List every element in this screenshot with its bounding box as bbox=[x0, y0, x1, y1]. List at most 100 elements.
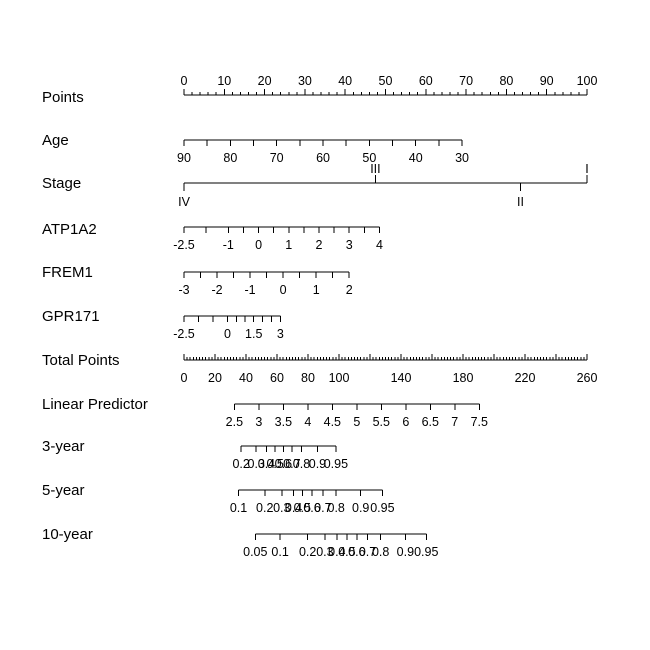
tick-label-points: 60 bbox=[419, 74, 433, 88]
level-label-stage: I bbox=[585, 162, 588, 176]
tick-label-frem1: 0 bbox=[280, 283, 287, 297]
tick-label-linear-predictor: 4 bbox=[304, 415, 311, 429]
tick-label-total-points: 180 bbox=[453, 371, 474, 385]
tick-label-3-year: 0.6 bbox=[275, 457, 292, 471]
row-label-stage: Stage bbox=[42, 175, 81, 192]
tick-label-5-year: 0.9 bbox=[352, 501, 369, 515]
tick-label-10-year: 0.4 bbox=[328, 545, 345, 559]
tick-label-total-points: 20 bbox=[208, 371, 222, 385]
row-label-linear-predictor: Linear Predictor bbox=[42, 396, 148, 413]
tick-label-linear-predictor: 6 bbox=[402, 415, 409, 429]
tick-label-points: 50 bbox=[379, 74, 393, 88]
tick-label-linear-predictor: 7 bbox=[451, 415, 458, 429]
tick-label-gpr171: 0 bbox=[224, 327, 231, 341]
tick-label-5-year: 0.6 bbox=[303, 501, 320, 515]
tick-label-points: 40 bbox=[338, 74, 352, 88]
tick-label-3-year: 0.5 bbox=[266, 457, 283, 471]
tick-label-frem1: -1 bbox=[245, 283, 256, 297]
level-label-stage: III bbox=[370, 162, 380, 176]
tick-label-points: 10 bbox=[217, 74, 231, 88]
tick-label-linear-predictor: 6.5 bbox=[422, 415, 439, 429]
tick-label-atp1a2: 4 bbox=[376, 238, 383, 252]
tick-label-atp1a2: 0 bbox=[255, 238, 262, 252]
tick-label-3-year: 0.7 bbox=[283, 457, 300, 471]
tick-label-total-points: 220 bbox=[515, 371, 536, 385]
tick-label-atp1a2: 2 bbox=[316, 238, 323, 252]
tick-label-linear-predictor: 3 bbox=[255, 415, 262, 429]
tick-label-3-year: 0.8 bbox=[293, 457, 310, 471]
tick-label-linear-predictor: 7.5 bbox=[471, 415, 488, 429]
tick-label-3-year: 0.9 bbox=[309, 457, 326, 471]
tick-label-10-year: 0.9 bbox=[397, 545, 414, 559]
tick-label-10-year: 0.95 bbox=[414, 545, 438, 559]
tick-label-points: 20 bbox=[258, 74, 272, 88]
tick-label-frem1: 1 bbox=[313, 283, 320, 297]
tick-label-points: 0 bbox=[181, 74, 188, 88]
row-label-gpr171: GPR171 bbox=[42, 308, 100, 325]
tick-label-linear-predictor: 5.5 bbox=[373, 415, 390, 429]
tick-label-gpr171: 1.5 bbox=[245, 327, 262, 341]
tick-label-3-year: 0.4 bbox=[258, 457, 275, 471]
tick-label-10-year: 0.7 bbox=[359, 545, 376, 559]
row-label-5-year: 5-year bbox=[42, 482, 85, 499]
row-label-frem1: FREM1 bbox=[42, 264, 93, 281]
row-label-3-year: 3-year bbox=[42, 438, 85, 455]
tick-label-gpr171: 3 bbox=[277, 327, 284, 341]
tick-label-age: 90 bbox=[177, 151, 191, 165]
tick-label-10-year: 0.05 bbox=[243, 545, 267, 559]
tick-label-atp1a2: 1 bbox=[285, 238, 292, 252]
tick-label-age: 70 bbox=[270, 151, 284, 165]
tick-label-age: 40 bbox=[409, 151, 423, 165]
tick-label-3-year: 0.2 bbox=[232, 457, 249, 471]
row-label-total-points: Total Points bbox=[42, 352, 120, 369]
level-label-stage: IV bbox=[178, 195, 190, 209]
tick-label-total-points: 100 bbox=[329, 371, 350, 385]
row-label-points: Points bbox=[42, 89, 84, 106]
row-label-age: Age bbox=[42, 132, 69, 149]
tick-label-5-year: 0.3 bbox=[273, 501, 290, 515]
tick-label-10-year: 0.6 bbox=[348, 545, 365, 559]
tick-label-10-year: 0.8 bbox=[372, 545, 389, 559]
tick-label-linear-predictor: 4.5 bbox=[324, 415, 341, 429]
tick-label-5-year: 0.2 bbox=[256, 501, 273, 515]
tick-label-points: 30 bbox=[298, 74, 312, 88]
tick-label-atp1a2: -2.5 bbox=[173, 238, 195, 252]
tick-label-total-points: 260 bbox=[577, 371, 598, 385]
tick-label-linear-predictor: 5 bbox=[353, 415, 360, 429]
tick-label-points: 70 bbox=[459, 74, 473, 88]
tick-label-age: 30 bbox=[455, 151, 469, 165]
tick-label-points: 100 bbox=[577, 74, 598, 88]
tick-label-total-points: 60 bbox=[270, 371, 284, 385]
tick-label-points: 90 bbox=[540, 74, 554, 88]
tick-label-points: 80 bbox=[499, 74, 513, 88]
tick-label-10-year: 0.3 bbox=[316, 545, 333, 559]
tick-label-3-year: 0.3 bbox=[248, 457, 265, 471]
tick-label-frem1: 2 bbox=[346, 283, 353, 297]
tick-label-5-year: 0.1 bbox=[230, 501, 247, 515]
tick-label-atp1a2: -1 bbox=[223, 238, 234, 252]
level-label-stage: II bbox=[517, 195, 524, 209]
tick-label-5-year: 0.8 bbox=[328, 501, 345, 515]
tick-label-age: 60 bbox=[316, 151, 330, 165]
tick-label-total-points: 40 bbox=[239, 371, 253, 385]
tick-label-total-points: 80 bbox=[301, 371, 315, 385]
tick-label-total-points: 0 bbox=[181, 371, 188, 385]
tick-label-10-year: 0.5 bbox=[338, 545, 355, 559]
tick-label-3-year: 0.95 bbox=[324, 457, 348, 471]
tick-label-frem1: -2 bbox=[211, 283, 222, 297]
tick-label-total-points: 140 bbox=[391, 371, 412, 385]
tick-label-age: 80 bbox=[223, 151, 237, 165]
tick-label-gpr171: -2.5 bbox=[173, 327, 195, 341]
tick-label-frem1: -3 bbox=[178, 283, 189, 297]
tick-label-atp1a2: 3 bbox=[346, 238, 353, 252]
row-label-atp1a2: ATP1A2 bbox=[42, 221, 97, 238]
tick-label-5-year: 0.4 bbox=[285, 501, 302, 515]
tick-label-5-year: 0.95 bbox=[370, 501, 394, 515]
tick-label-10-year: 0.1 bbox=[271, 545, 288, 559]
tick-label-age: 50 bbox=[362, 151, 376, 165]
tick-label-10-year: 0.2 bbox=[299, 545, 316, 559]
tick-label-linear-predictor: 2.5 bbox=[226, 415, 243, 429]
row-label-10-year: 10-year bbox=[42, 526, 93, 543]
tick-label-5-year: 0.5 bbox=[294, 501, 311, 515]
